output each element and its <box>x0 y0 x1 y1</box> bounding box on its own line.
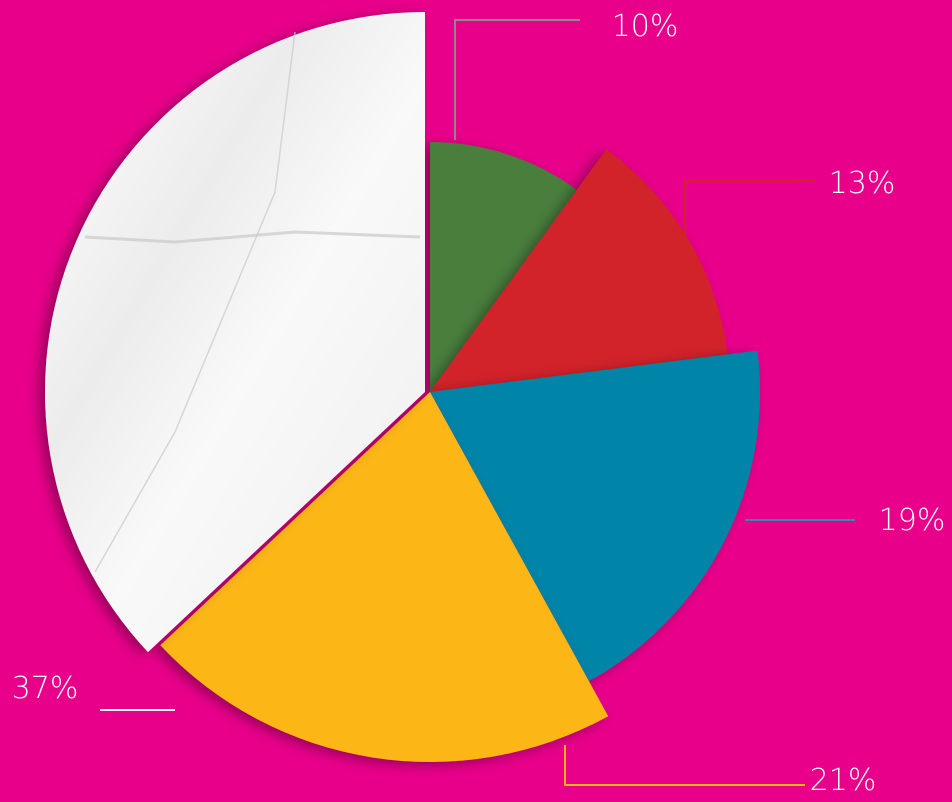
slice-label-10pct: 10% <box>612 9 679 44</box>
leader-line-13pct <box>684 179 815 300</box>
pie-slice-13pct <box>430 149 728 392</box>
slice-label-19pct: 19% <box>879 503 946 538</box>
leader-line-21pct <box>564 745 805 786</box>
pie-slice-19pct <box>430 350 761 682</box>
paper-crease <box>84 230 421 244</box>
pie-slice-21pct <box>160 392 609 762</box>
pie-slice-10pct <box>430 142 577 392</box>
paper-crease <box>94 31 296 573</box>
leader-lines <box>100 19 855 786</box>
slice-label-21pct: 21% <box>810 763 877 798</box>
slice-label-13pct: 13% <box>829 166 896 201</box>
leader-line-10pct <box>454 19 580 140</box>
slice-labels: 10% 13% 19% 21% 37% <box>12 9 946 798</box>
pie-slices <box>44 12 761 762</box>
slice-label-37pct: 37% <box>12 671 79 706</box>
